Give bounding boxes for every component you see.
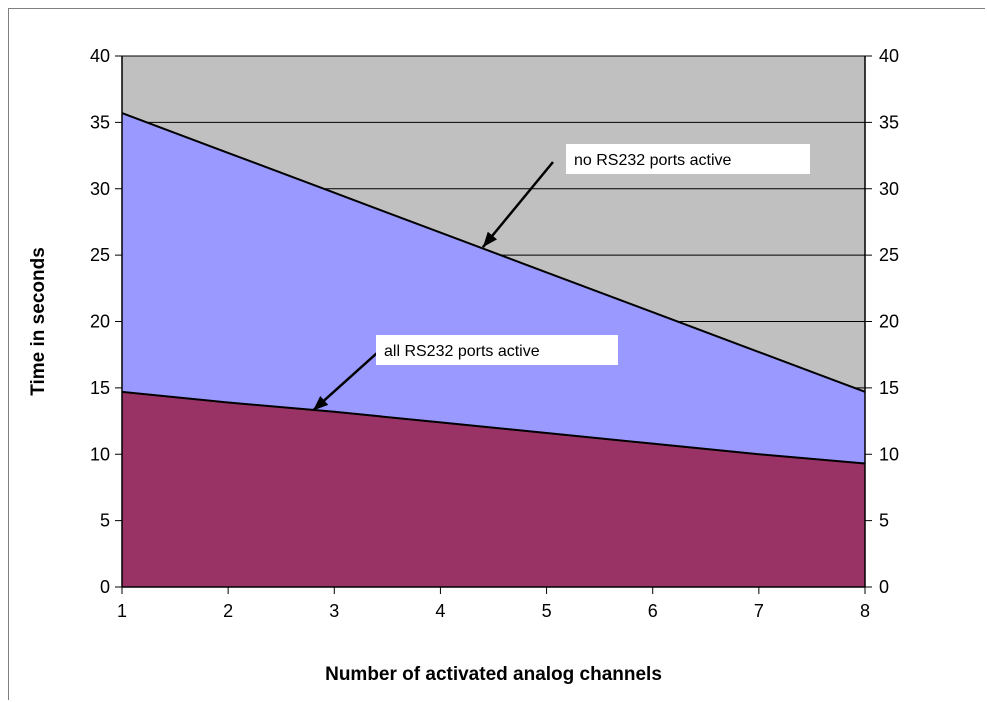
x-tick-label: 1 xyxy=(117,601,127,621)
y-tick-label-left: 40 xyxy=(90,46,110,66)
y-tick-label-right: 25 xyxy=(879,245,899,265)
annotation-label: all RS232 ports active xyxy=(384,343,540,360)
y-tick-label-right: 5 xyxy=(879,511,889,531)
y-tick-label-right: 40 xyxy=(879,46,899,66)
annotation-arrow-head xyxy=(313,395,329,411)
y-tick-label-left: 10 xyxy=(90,444,110,464)
y-tick-label-right: 10 xyxy=(879,444,899,464)
chart-frame xyxy=(8,8,985,700)
x-tick-label: 6 xyxy=(648,601,658,621)
y-tick-label-left: 30 xyxy=(90,179,110,199)
y-tick-label-right: 20 xyxy=(879,312,899,332)
y-tick-label-right: 30 xyxy=(879,179,899,199)
x-tick-label: 3 xyxy=(329,601,339,621)
axes xyxy=(115,55,872,594)
annotation-box xyxy=(376,335,618,365)
y-tick-label-right: 0 xyxy=(879,577,889,597)
series-line-lower xyxy=(121,390,866,465)
y-tick-label-left: 0 xyxy=(100,577,110,597)
y-tick-label-left: 20 xyxy=(90,312,110,332)
x-tick-label: 8 xyxy=(860,601,870,621)
x-tick-label: 4 xyxy=(435,601,445,621)
y-tick-label-left: 35 xyxy=(90,112,110,132)
annotation-arrow-head xyxy=(482,231,498,248)
x-tick-label: 7 xyxy=(754,601,764,621)
y-axis-title: Time in seconds xyxy=(28,247,49,396)
annotation-label: no RS232 ports active xyxy=(574,152,732,169)
x-tick-label: 2 xyxy=(223,601,233,621)
annotation-box xyxy=(566,144,810,174)
x-tick-label: 5 xyxy=(542,601,552,621)
y-tick-label-left: 5 xyxy=(100,511,110,531)
x-axis-title: Number of activated analog channels xyxy=(325,664,662,685)
y-tick-label-left: 15 xyxy=(90,378,110,398)
annotations: no RS232 ports active all RS232 ports act… xyxy=(312,144,810,412)
series-line-upper xyxy=(121,112,866,393)
series-area-lower xyxy=(122,391,865,587)
annotation-arrow-line xyxy=(481,161,554,248)
y-tick-label-right: 35 xyxy=(879,112,899,132)
y-tick-label-right: 15 xyxy=(879,378,899,398)
tick-labels: 0 5 10 15 20 25 30 35 40 0 5 10 15 20 25 30 35 40 1 2 3 4 5 6 7 8 xyxy=(90,46,899,621)
y-tick-label-left: 25 xyxy=(90,245,110,265)
